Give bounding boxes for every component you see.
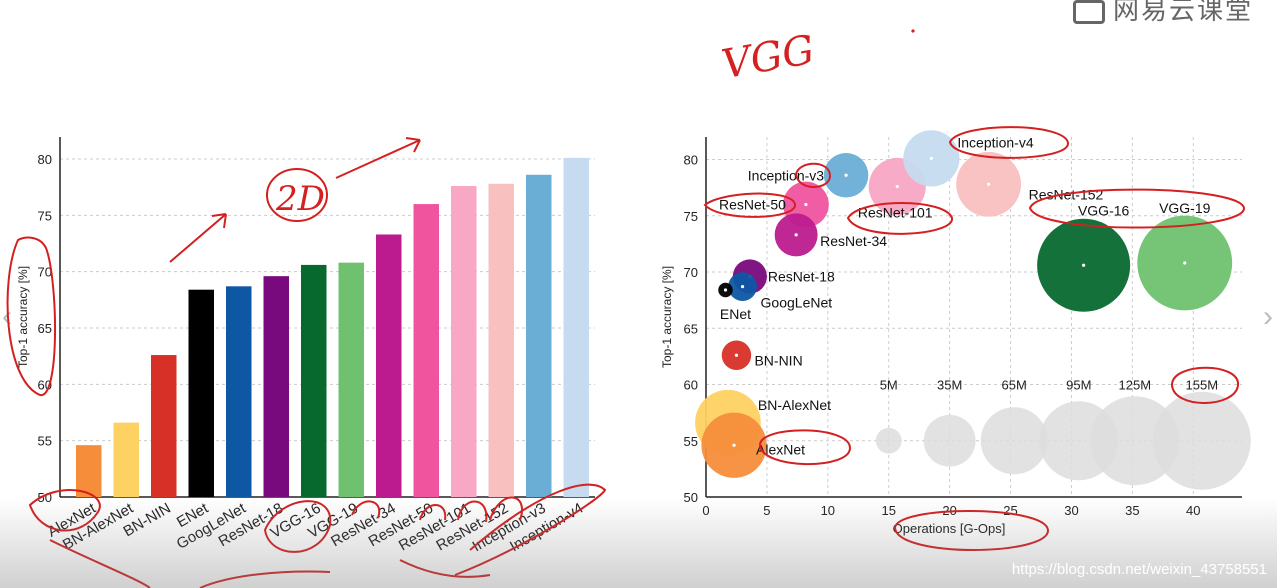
bar-inception-v3 — [526, 174, 552, 498]
vgg-circle-annotation — [1028, 188, 1246, 229]
bar-alexnet — [76, 445, 102, 497]
size-legend-label: 5M — [880, 378, 898, 393]
y-tick-label: 75 — [38, 208, 52, 223]
bar-resnet-152 — [488, 183, 514, 497]
bar-vgg-19 — [338, 262, 364, 497]
bubble-label: VGG-19 — [1159, 200, 1211, 216]
y-axis-label: Top-1 accuracy [%] — [16, 266, 30, 368]
bottom-ink-strokes — [49, 539, 491, 588]
y-tick-label: 60 — [684, 378, 698, 393]
x-tick-label: 35 — [1125, 503, 1139, 518]
bar-resnet-18 — [263, 276, 289, 497]
y-tick-label: 80 — [38, 152, 52, 167]
bubble-label: ResNet-101 — [858, 205, 933, 221]
video-bottom-fade — [0, 498, 1277, 588]
y-tick-label: 65 — [684, 321, 698, 336]
next-slide-icon[interactable]: › — [1263, 300, 1273, 333]
bar-vgg-16 — [301, 264, 327, 497]
bubble-label: ResNet-50 — [719, 197, 786, 213]
size-legend-bubble — [923, 414, 976, 467]
bubble-label: Inception-v3 — [748, 167, 824, 183]
bubble-center-dot — [732, 443, 736, 447]
vgg-annotation: VGG — [718, 27, 817, 88]
bubble-chart-ops-vs-accuracy: 505560657075800510152025303540Top-1 accu… — [660, 130, 1251, 536]
bar-resnet-101 — [451, 186, 477, 498]
2d-annotation: 2D — [275, 179, 325, 219]
xlabel-circle-annotation — [893, 510, 1050, 551]
x-tick-label: 10 — [821, 503, 835, 518]
vgg16-circle-annotation — [263, 500, 332, 553]
bubble-center-dot — [1183, 261, 1187, 265]
2d-circle-annotation — [266, 168, 328, 222]
size-legend-bubble — [980, 407, 1048, 475]
csdn-watermark: https://blog.csdn.net/weixin_43758551 — [1011, 561, 1267, 578]
resnet-circle-annotations — [351, 483, 607, 576]
y-tick-label: 55 — [38, 434, 52, 449]
x-tick-label: 40 — [1186, 503, 1200, 518]
bubble-center-dot — [740, 285, 745, 289]
bubble-center-dot — [734, 353, 739, 357]
bubble-label: ENet — [720, 306, 751, 322]
bubble-label: BN-NIN — [754, 352, 802, 368]
bubble-label: GoogLeNet — [761, 295, 833, 311]
size-legend-label: 95M — [1066, 378, 1091, 393]
bar-resnet-34 — [376, 234, 402, 497]
size-legend-label: 65M — [1002, 378, 1027, 393]
bubble-center-dot — [987, 182, 991, 186]
size-legend-label: 155M — [1186, 378, 1219, 393]
bubble-label: VGG-16 — [1078, 202, 1130, 218]
y-tick-label: 70 — [38, 265, 52, 280]
y-tick-label: 55 — [684, 434, 698, 449]
ink-dot — [910, 28, 916, 34]
bubble-center-dot — [844, 173, 848, 177]
inception-v4-circle-annotation — [948, 126, 1070, 159]
alexnet-scatter-circle-annotation — [758, 429, 852, 466]
bubble-center-dot — [804, 202, 808, 207]
ylabel-circle-annotation — [6, 236, 56, 396]
bubble-center-dot — [1082, 263, 1086, 267]
x-tick-label: 15 — [881, 503, 895, 518]
bar-enet — [188, 289, 214, 497]
bar-resnet-50 — [413, 204, 439, 498]
resnet101-circle-annotation — [846, 202, 953, 235]
x-tick-label: 30 — [1064, 503, 1078, 518]
x-tick-label: 0 — [702, 503, 709, 518]
bar-googlenet — [226, 286, 252, 497]
y-tick-label: 80 — [684, 153, 698, 168]
size-legend-bubble — [1090, 396, 1180, 486]
netease-logo: 网易云课堂 — [1072, 0, 1253, 27]
size-legend-label: 35M — [937, 378, 962, 393]
resnet50-circle-annotation — [703, 192, 796, 218]
bubble-center-dot — [895, 184, 899, 189]
alexnet-circle-annotation — [28, 489, 101, 532]
size-legend-label: 125M — [1119, 378, 1152, 393]
inception-v3-circle-annotation — [794, 162, 832, 188]
arrow-annotation-1 — [169, 213, 227, 263]
size-legend-bubble — [875, 427, 902, 454]
y-tick-label: 70 — [684, 265, 698, 280]
logo-icon — [1072, 0, 1105, 24]
arrow-annotation-2 — [335, 137, 421, 179]
bar-bn-nin — [151, 355, 177, 497]
155m-circle-annotation — [1170, 366, 1240, 404]
bubble-label: AlexNet — [756, 441, 805, 457]
bubble-label: BN-AlexNet — [758, 397, 831, 413]
bubble-center-dot — [723, 288, 728, 292]
logo-text: 网易云课堂 — [1112, 0, 1253, 26]
y-axis-label: Top-1 accuracy [%] — [660, 266, 674, 368]
y-tick-label: 50 — [684, 490, 698, 505]
bar-bn-alexnet — [113, 422, 139, 497]
bubble-label: Inception-v4 — [957, 134, 1033, 150]
x-tick-label: 5 — [763, 503, 770, 518]
bubble-center-dot — [929, 156, 933, 160]
bubble-center-dot — [794, 233, 798, 237]
y-tick-label: 75 — [684, 209, 698, 224]
bar-inception-v4 — [563, 157, 589, 497]
bubble-label: ResNet-18 — [768, 269, 835, 285]
size-legend-bubble — [1152, 391, 1251, 490]
x-axis-label: Operations [G-Ops] — [893, 521, 1006, 536]
bubble-label: ResNet-34 — [820, 233, 887, 249]
y-tick-label: 65 — [38, 321, 52, 336]
